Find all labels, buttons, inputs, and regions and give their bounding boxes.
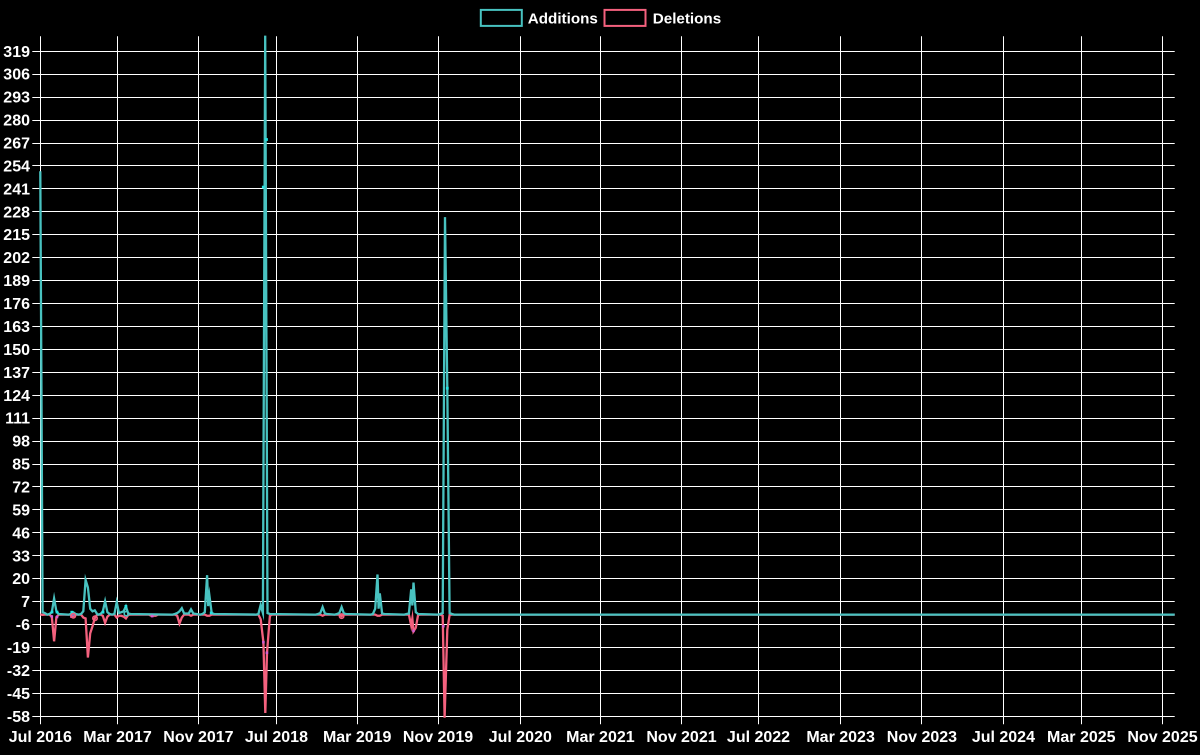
svg-text:280: 280 bbox=[3, 113, 30, 130]
svg-text:72: 72 bbox=[12, 480, 30, 497]
svg-text:Nov 2023: Nov 2023 bbox=[887, 729, 957, 746]
svg-text:-32: -32 bbox=[7, 663, 30, 680]
svg-text:Jul 2016: Jul 2016 bbox=[9, 729, 72, 746]
svg-text:150: 150 bbox=[3, 342, 30, 359]
svg-text:Deletions: Deletions bbox=[653, 10, 721, 27]
svg-text:46: 46 bbox=[12, 525, 30, 542]
svg-text:Mar 2025: Mar 2025 bbox=[1047, 729, 1116, 746]
svg-text:Mar 2021: Mar 2021 bbox=[566, 729, 635, 746]
svg-text:59: 59 bbox=[12, 502, 30, 519]
svg-text:Nov 2025: Nov 2025 bbox=[1127, 729, 1197, 746]
svg-text:124: 124 bbox=[3, 388, 30, 405]
svg-text:Mar 2023: Mar 2023 bbox=[806, 729, 875, 746]
svg-text:228: 228 bbox=[3, 204, 30, 221]
svg-text:306: 306 bbox=[3, 67, 30, 84]
svg-text:-45: -45 bbox=[7, 686, 30, 703]
svg-text:-58: -58 bbox=[7, 709, 30, 726]
svg-text:241: 241 bbox=[3, 181, 30, 198]
svg-text:Additions: Additions bbox=[528, 10, 598, 27]
svg-text:Nov 2017: Nov 2017 bbox=[163, 729, 233, 746]
svg-text:-19: -19 bbox=[7, 640, 30, 657]
svg-text:293: 293 bbox=[3, 90, 30, 107]
svg-text:-6: -6 bbox=[16, 617, 30, 634]
svg-text:Jul 2024: Jul 2024 bbox=[972, 729, 1035, 746]
svg-text:98: 98 bbox=[12, 434, 30, 451]
svg-text:111: 111 bbox=[5, 411, 30, 428]
svg-text:176: 176 bbox=[3, 296, 30, 313]
svg-text:Mar 2019: Mar 2019 bbox=[323, 729, 392, 746]
svg-text:Jul 2022: Jul 2022 bbox=[727, 729, 790, 746]
svg-text:254: 254 bbox=[3, 159, 30, 176]
svg-text:Jul 2020: Jul 2020 bbox=[489, 729, 552, 746]
svg-text:33: 33 bbox=[12, 548, 30, 565]
svg-text:20: 20 bbox=[12, 571, 30, 588]
svg-text:Nov 2019: Nov 2019 bbox=[403, 729, 473, 746]
svg-text:202: 202 bbox=[3, 250, 30, 267]
svg-text:7: 7 bbox=[21, 594, 30, 611]
svg-text:Mar 2017: Mar 2017 bbox=[83, 729, 152, 746]
svg-text:Nov 2021: Nov 2021 bbox=[646, 729, 716, 746]
svg-text:163: 163 bbox=[3, 319, 30, 336]
svg-text:267: 267 bbox=[3, 136, 30, 153]
svg-text:319: 319 bbox=[3, 44, 30, 61]
svg-text:Jul 2018: Jul 2018 bbox=[245, 729, 308, 746]
svg-text:215: 215 bbox=[3, 227, 30, 244]
svg-text:85: 85 bbox=[12, 457, 30, 474]
svg-text:189: 189 bbox=[3, 273, 30, 290]
svg-text:137: 137 bbox=[3, 365, 30, 382]
